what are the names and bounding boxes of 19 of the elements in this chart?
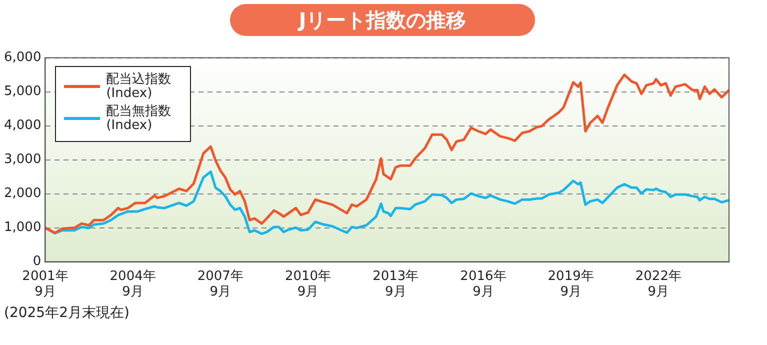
y-tick-label: 2,000: [4, 186, 42, 202]
y-tick-label: 5,000: [4, 84, 42, 100]
x-tick-label: 2001年 9月: [22, 268, 68, 300]
chart-title: Jリート指数の推移: [230, 4, 535, 36]
legend-label: 配当込指数 (Index): [106, 72, 172, 101]
x-tick-label: 2010年 9月: [284, 268, 332, 300]
x-tick-label: 2019年 9月: [548, 268, 594, 300]
y-tick-label: 3,000: [4, 152, 42, 168]
y-tick-label: 6,000: [4, 50, 42, 66]
x-tick-label: 2013年 9月: [372, 268, 419, 300]
x-tick-label: 2016年 9月: [460, 268, 506, 300]
text: (2025年2月末現在): [4, 304, 130, 322]
x-tick-label: 2022年 9月: [635, 268, 682, 300]
x-tick-label: 2004年 9月: [110, 268, 156, 300]
y-tick-label: 4,000: [4, 118, 42, 134]
legend-label: 配当無指数 (Index): [106, 104, 172, 133]
y-tick-label: 0: [32, 254, 42, 270]
x-tick-label: 2007年 9月: [197, 268, 244, 300]
y-tick-label: 1,000: [4, 220, 42, 236]
